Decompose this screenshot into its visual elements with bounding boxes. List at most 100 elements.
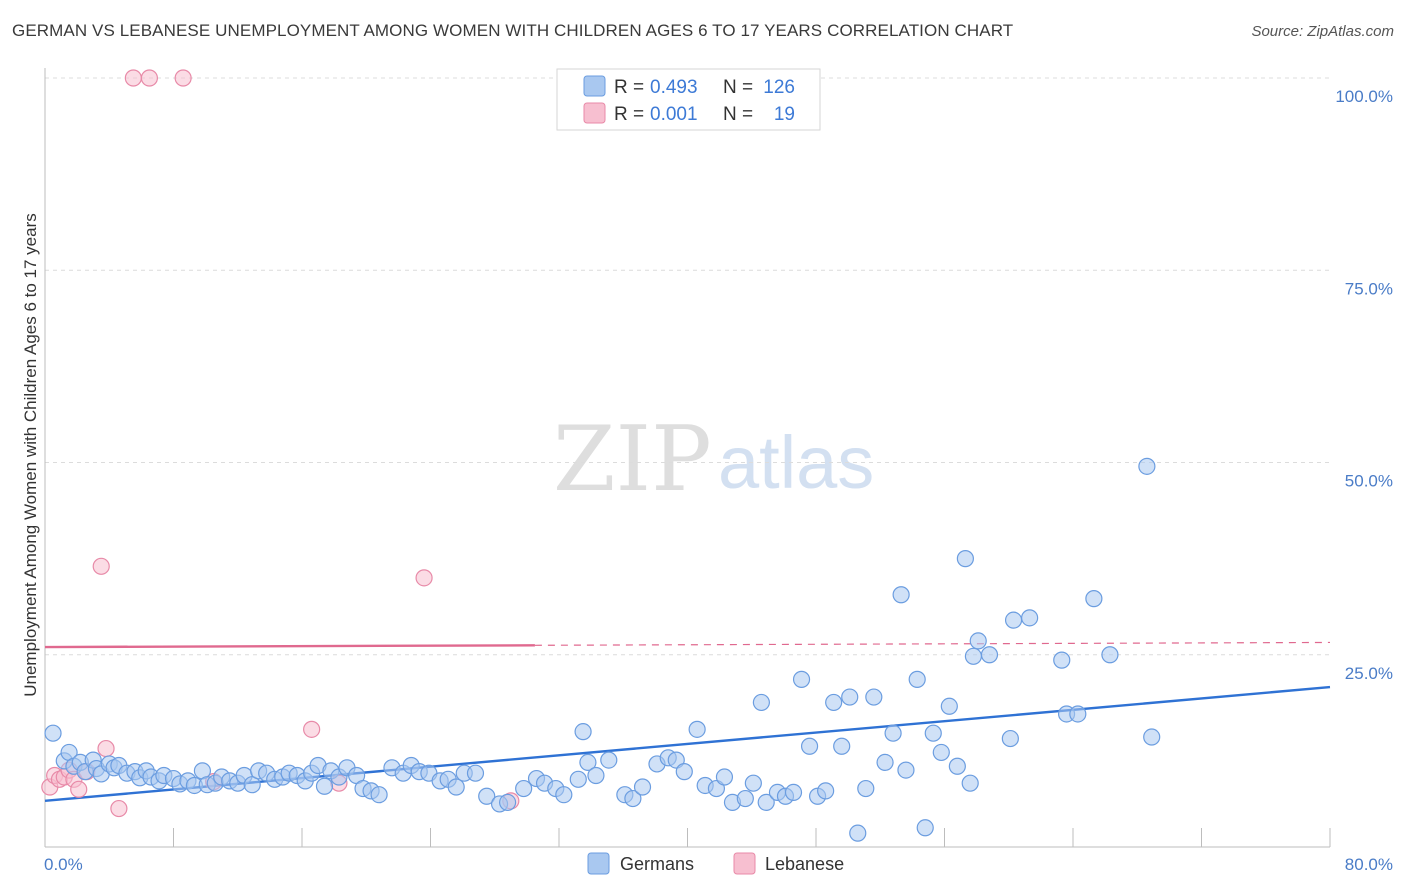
legend-box: R = 0.493 N = 126 R = 0.001 N = 19 bbox=[556, 68, 821, 131]
legend-germans-swatch bbox=[583, 75, 606, 97]
german-point bbox=[980, 646, 999, 664]
legend-germans-r-value: 0.493 bbox=[650, 77, 698, 98]
german-point bbox=[865, 688, 883, 706]
german-point bbox=[633, 778, 652, 796]
legend-germans-r-label: R = bbox=[614, 77, 644, 98]
lebanese-point bbox=[70, 780, 88, 798]
legend-lebanese-r-value: 0.001 bbox=[650, 104, 698, 125]
german-point bbox=[1004, 611, 1023, 629]
german-point bbox=[1085, 590, 1103, 608]
german-point bbox=[600, 751, 618, 769]
german-point bbox=[499, 793, 517, 811]
grid-lines bbox=[45, 77, 1330, 656]
bottom-legend-germans-swatch bbox=[587, 852, 610, 875]
lebanese-point bbox=[174, 69, 192, 87]
lebanese-point bbox=[97, 739, 115, 758]
german-point bbox=[916, 819, 934, 837]
legend-lebanese-r-label: R = bbox=[614, 104, 644, 125]
german-point bbox=[1101, 646, 1119, 664]
lebanese-point bbox=[303, 720, 321, 738]
german-point bbox=[948, 757, 966, 775]
german-point bbox=[892, 586, 910, 604]
german-point bbox=[44, 724, 62, 742]
x-tick-label: 0.0% bbox=[44, 855, 83, 874]
german-point bbox=[757, 793, 775, 811]
lebanese-trendline bbox=[44, 644, 535, 649]
axes bbox=[44, 68, 1331, 848]
lebanese-point bbox=[92, 557, 110, 575]
german-point bbox=[961, 774, 979, 792]
german-point bbox=[800, 737, 819, 755]
german-point bbox=[849, 824, 867, 842]
german-point bbox=[744, 774, 762, 792]
german-point bbox=[956, 550, 974, 568]
german-point bbox=[752, 693, 770, 712]
german-point bbox=[792, 670, 811, 688]
german-point bbox=[924, 724, 942, 742]
german-point bbox=[969, 632, 987, 650]
german-point bbox=[1001, 729, 1019, 748]
german-point bbox=[1138, 457, 1156, 475]
german-point bbox=[897, 761, 915, 779]
legend-lebanese-n-label: N = bbox=[723, 104, 753, 125]
lebanese-trendline-extension bbox=[534, 641, 1331, 646]
scatter-points bbox=[41, 69, 1161, 842]
german-point bbox=[784, 783, 803, 802]
german-point bbox=[587, 766, 605, 785]
y-tick-label: 25.0% bbox=[1345, 664, 1393, 683]
legend-lebanese-n-value: 19 bbox=[774, 104, 795, 125]
german-point bbox=[1053, 651, 1071, 669]
legend-germans-n-value: 126 bbox=[763, 77, 795, 98]
bottom-legend-germans: Germans bbox=[620, 854, 694, 874]
german-point bbox=[715, 768, 734, 786]
y-tick-label: 100.0% bbox=[1335, 87, 1393, 106]
y-tick-label: 75.0% bbox=[1345, 279, 1393, 298]
german-point bbox=[574, 723, 592, 741]
german-point bbox=[370, 786, 388, 804]
legend-germans-n-label: N = bbox=[723, 77, 753, 98]
source-label: Source: ZipAtlas.com bbox=[1251, 23, 1394, 40]
german-point bbox=[688, 720, 706, 738]
tick-labels: 25.0% 50.0% 75.0% 100.0% 0.0% 80.0% bbox=[44, 87, 1393, 874]
german-point bbox=[736, 789, 754, 808]
x-tick-label: 80.0% bbox=[1345, 855, 1393, 874]
german-point bbox=[447, 778, 465, 796]
legend-lebanese-swatch bbox=[583, 102, 606, 124]
bottom-legend-lebanese-swatch bbox=[733, 852, 756, 875]
lebanese-point bbox=[415, 569, 433, 587]
y-tick-label: 50.0% bbox=[1345, 472, 1393, 491]
german-point bbox=[569, 770, 587, 788]
german-point bbox=[466, 764, 485, 782]
german-point bbox=[876, 753, 894, 772]
bottom-legend-lebanese: Lebanese bbox=[765, 854, 844, 874]
german-point bbox=[940, 697, 958, 715]
german-point bbox=[515, 779, 533, 798]
german-point bbox=[932, 743, 950, 762]
german-point bbox=[1069, 705, 1087, 723]
lebanese-point bbox=[140, 69, 159, 87]
german-point bbox=[675, 763, 693, 781]
y-axis-label: Unemployment Among Women with Children A… bbox=[21, 213, 40, 697]
german-point bbox=[243, 776, 261, 794]
german-point bbox=[555, 786, 573, 804]
german-point bbox=[833, 737, 851, 755]
german-point bbox=[908, 670, 926, 688]
lebanese-point bbox=[110, 799, 128, 818]
german-point bbox=[841, 688, 859, 706]
chart-title: GERMAN VS LEBANESE UNEMPLOYMENT AMONG WO… bbox=[12, 21, 1014, 40]
german-point bbox=[1021, 609, 1039, 627]
watermark-zip: ZIP bbox=[553, 407, 712, 512]
german-point bbox=[579, 753, 597, 772]
german-point bbox=[1143, 728, 1161, 746]
german-point bbox=[964, 647, 983, 665]
bottom-legend: Germans Lebanese bbox=[587, 852, 844, 875]
german-point bbox=[857, 779, 875, 798]
german-point bbox=[478, 787, 496, 805]
german-point bbox=[884, 724, 902, 742]
german-point bbox=[624, 789, 642, 808]
german-point bbox=[825, 693, 843, 712]
german-point bbox=[315, 777, 334, 795]
german-point bbox=[817, 782, 835, 800]
lebanese-point bbox=[124, 69, 142, 87]
